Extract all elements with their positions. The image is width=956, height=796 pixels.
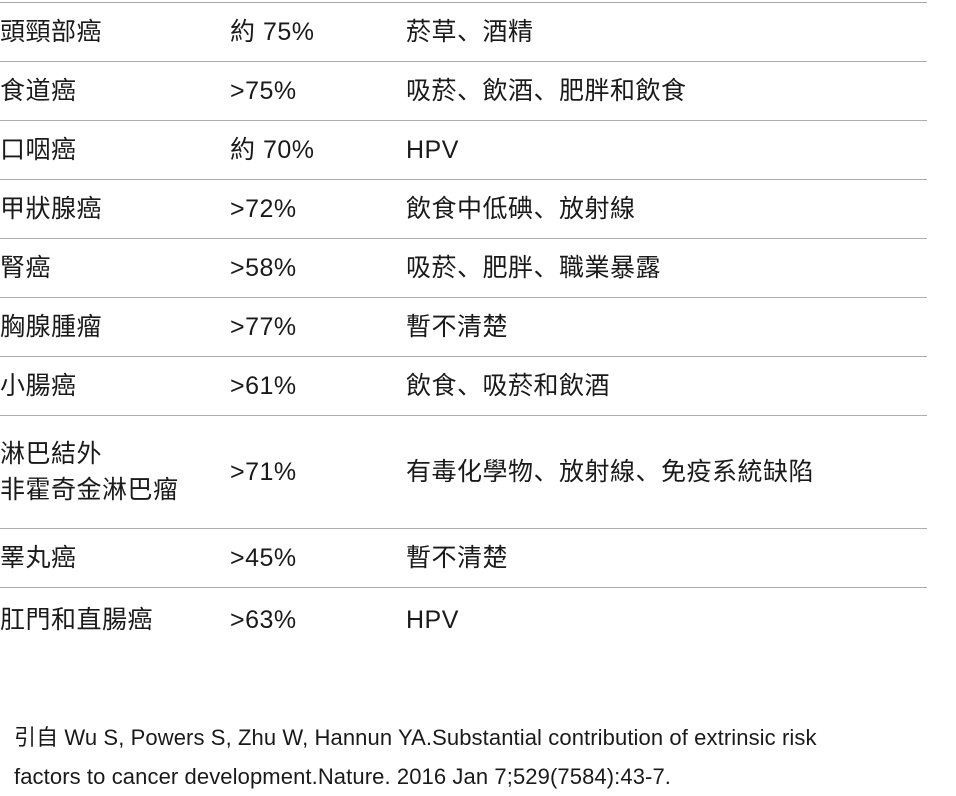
cancer-type-cell: 腎癌 <box>0 238 230 298</box>
cancer-type-cell: 肛門和直腸癌 <box>0 605 154 634</box>
table-row: 睪丸癌 >45% 暫不清楚 <box>0 528 927 588</box>
table-row: 甲狀腺癌 >72% 飲食中低碘、放射線 <box>0 179 927 239</box>
table-row: 肛門和直腸癌 >63% HPV <box>0 588 927 652</box>
percentage-cell: 約 70% <box>230 120 406 180</box>
risk-factors-cell: 飲食中低碘、放射線 <box>406 179 927 239</box>
percentage-cell: >75% <box>230 61 406 121</box>
cancer-type-cell: 睪丸癌 <box>0 528 230 588</box>
table-row: 食道癌 >75% 吸菸、飲酒、肥胖和飲食 <box>0 61 927 121</box>
percentage-cell: >71% <box>230 415 406 529</box>
risk-factors-cell: HPV <box>406 120 927 180</box>
table-row: 小腸癌 >61% 飲食、吸菸和飲酒 <box>0 356 927 416</box>
risk-factors-cell: 吸菸、飲酒、肥胖和飲食 <box>406 61 927 121</box>
risk-factors-cell: 菸草、酒精 <box>406 2 927 62</box>
cancer-type-cell: 胸腺腫瘤 <box>0 297 230 357</box>
cancer-type-cell: 食道癌 <box>0 61 230 121</box>
risk-factors-cell: 暫不清楚 <box>406 528 927 588</box>
percentage-cell: >63% <box>230 605 297 634</box>
cancer-type-cell: 口咽癌 <box>0 120 230 180</box>
cancer-risk-table: 頭頸部癌約 75% 菸草、酒精 食道癌 >75% 吸菸、飲酒、肥胖和飲食 口咽癌約 70%… <box>0 2 927 652</box>
cancer-type-cell: 甲狀腺癌 <box>0 179 230 239</box>
cancer-type-cell: 淋巴結外 非霍奇金淋巴瘤 <box>0 415 230 529</box>
percentage-cell: >72% <box>230 179 406 239</box>
percentage-cell: 約 75% <box>230 2 406 62</box>
cancer-type-cell: 小腸癌 <box>0 356 230 416</box>
percentage-cell: >45% <box>230 528 406 588</box>
percentage-cell: >61% <box>230 356 406 416</box>
table-row: 腎癌 >58% 吸菸、肥胖、職業暴露 <box>0 238 927 298</box>
table-container: 頭頸部癌約 75% 菸草、酒精 食道癌 >75% 吸菸、飲酒、肥胖和飲食 口咽癌約 70%… <box>0 2 927 652</box>
table-row: 頭頸部癌約 75% 菸草、酒精 <box>0 2 927 62</box>
risk-factors-cell: 飲食、吸菸和飲酒 <box>406 356 927 416</box>
risk-factors-cell: 暫不清楚 <box>406 297 927 357</box>
risk-factors-cell: 吸菸、肥胖、職業暴露 <box>406 238 927 298</box>
percentage-cell: >77% <box>230 297 406 357</box>
citation-text: 引自 Wu S, Powers S, Zhu W, Hannun YA.Subs… <box>14 725 817 789</box>
table-row: 口咽癌約 70% HPV <box>0 120 927 180</box>
table-row: 淋巴結外 非霍奇金淋巴瘤 >71% 有毒化學物、放射線、免疫系統缺陷 <box>0 415 927 529</box>
risk-factors-cell: 有毒化學物、放射線、免疫系統缺陷 <box>406 415 927 529</box>
cancer-type-cell: 頭頸部癌 <box>0 2 230 62</box>
cancer-table-body: 頭頸部癌約 75% 菸草、酒精 食道癌 >75% 吸菸、飲酒、肥胖和飲食 口咽癌約 70%… <box>0 2 927 652</box>
risk-factors-cell: HPV <box>406 605 459 634</box>
table-row: 胸腺腫瘤 >77% 暫不清楚 <box>0 297 927 357</box>
percentage-cell: >58% <box>230 238 406 298</box>
